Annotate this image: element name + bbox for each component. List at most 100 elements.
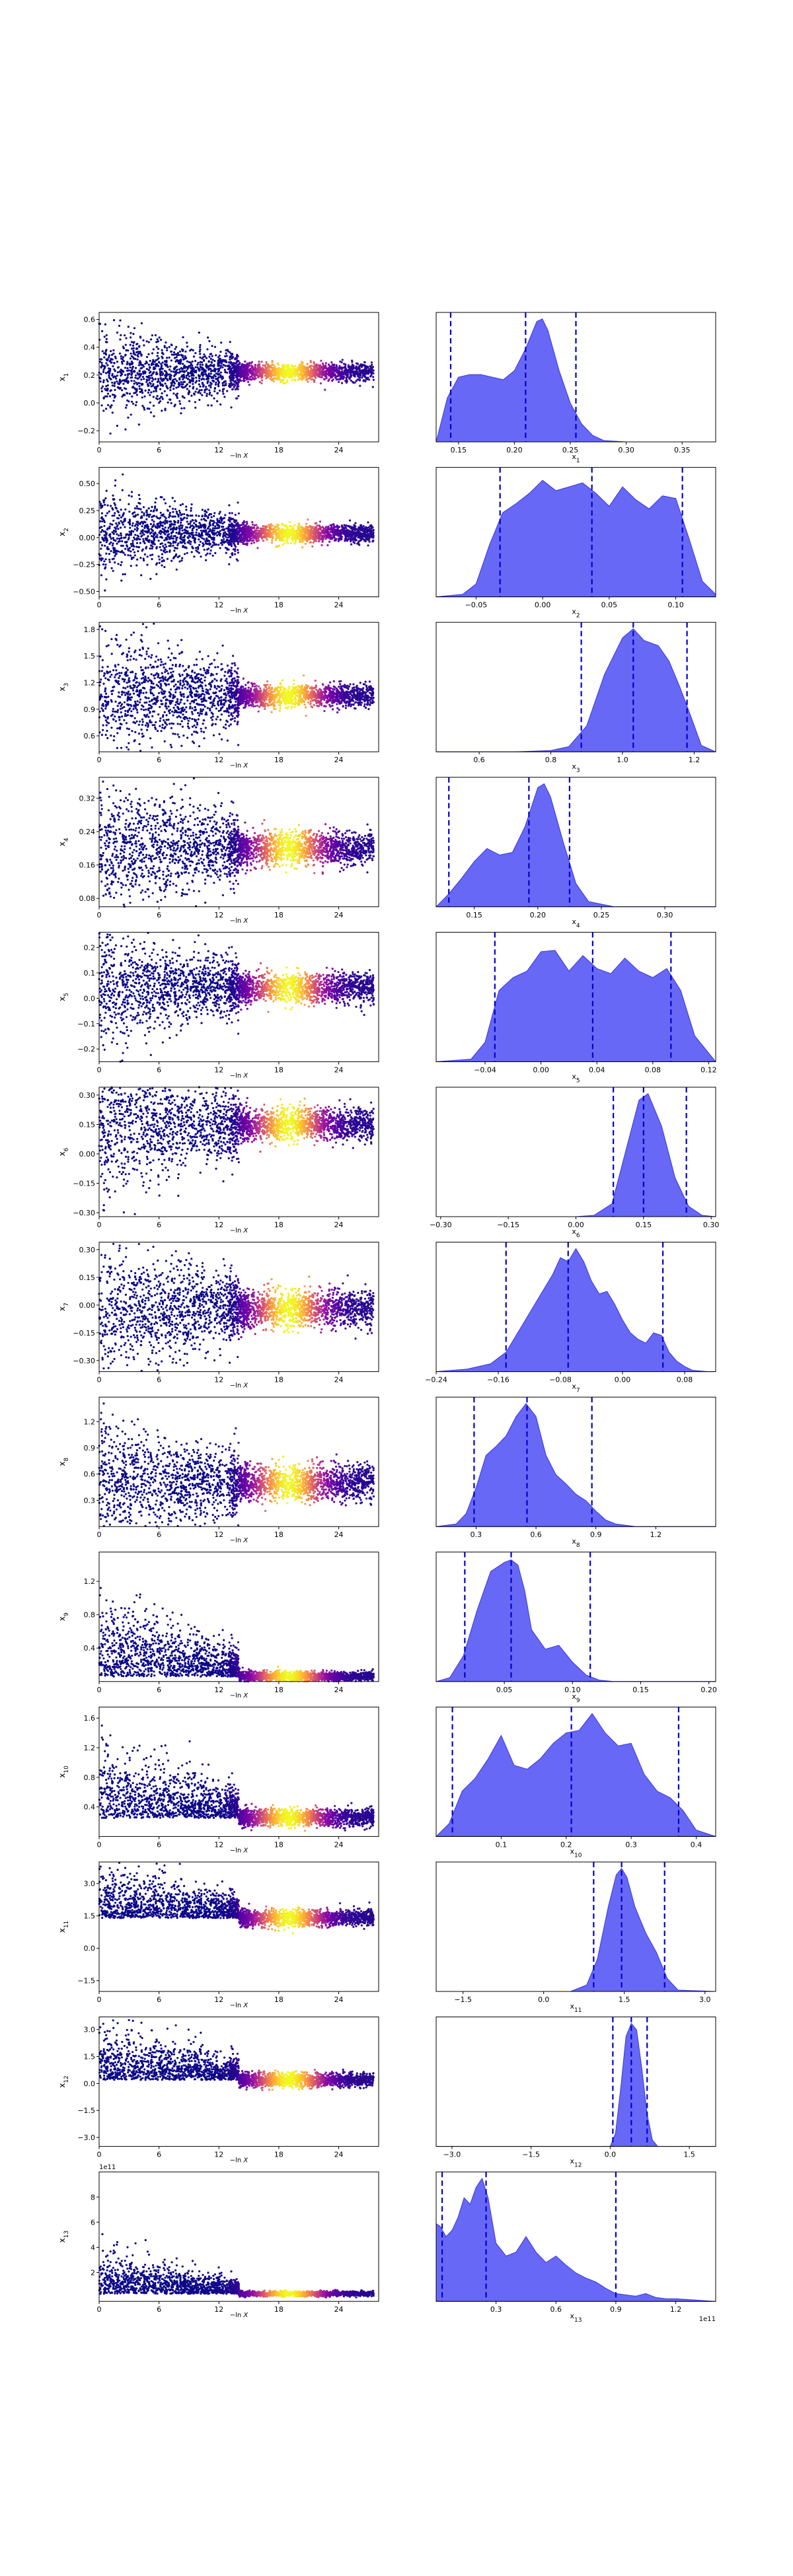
- trace-point: [137, 355, 139, 357]
- trace-point: [132, 356, 134, 358]
- trace-point: [229, 383, 231, 385]
- trace-point: [313, 379, 315, 381]
- trace-point: [122, 474, 124, 476]
- trace-point: [156, 346, 158, 348]
- trace-point: [169, 542, 171, 544]
- trace-point: [129, 393, 131, 395]
- trace-point: [174, 508, 176, 510]
- trace-point: [123, 360, 125, 362]
- trace-point: [227, 542, 229, 544]
- trace-point: [100, 531, 102, 533]
- trace-point: [169, 538, 170, 540]
- trace-point: [131, 491, 133, 493]
- trace-point: [263, 372, 265, 374]
- trace-point: [298, 368, 300, 370]
- trace-point: [283, 371, 285, 373]
- trace-point: [104, 563, 106, 565]
- trace-point: [211, 369, 213, 371]
- trace-point: [298, 524, 300, 526]
- trace-point: [169, 369, 170, 371]
- trace-point: [225, 365, 227, 367]
- trace-point: [133, 382, 135, 384]
- trace-point: [217, 371, 219, 373]
- trace-point: [130, 565, 132, 567]
- trace-point: [180, 527, 182, 529]
- trace-point: [167, 510, 169, 512]
- trace-point: [223, 384, 225, 386]
- trace-point: [189, 385, 191, 387]
- trace-point: [100, 503, 102, 505]
- trace-point: [307, 536, 309, 538]
- trace-point: [161, 553, 163, 555]
- trace-point: [234, 358, 236, 360]
- trace-point: [114, 512, 116, 514]
- trace-point: [359, 372, 361, 374]
- trace-point: [118, 515, 120, 517]
- trace-point: [231, 554, 233, 555]
- trace-point: [153, 396, 155, 398]
- trace-point: [153, 368, 155, 370]
- trace-point: [139, 388, 141, 390]
- trace-point: [281, 529, 283, 531]
- trace-point: [299, 378, 301, 380]
- trace-point: [208, 361, 209, 363]
- trace-point: [124, 548, 126, 550]
- trace-point: [198, 377, 200, 379]
- trace-point: [209, 392, 211, 394]
- trace-point: [303, 374, 305, 376]
- trace-point: [161, 365, 163, 367]
- trace-point: [244, 538, 246, 540]
- trace-point: [119, 320, 121, 322]
- trace-point: [186, 383, 188, 385]
- trace-point: [178, 384, 180, 386]
- trace-point: [215, 382, 217, 384]
- trace-point: [225, 352, 227, 354]
- trace-point: [335, 530, 337, 532]
- trace-point: [213, 390, 215, 392]
- trace-point: [146, 564, 148, 566]
- trace-point: [214, 346, 216, 348]
- trace-point: [338, 526, 340, 528]
- trace-point: [357, 536, 359, 538]
- trace-point: [210, 358, 212, 360]
- trace-point: [186, 361, 188, 363]
- trace-point: [250, 526, 252, 528]
- trace-point: [144, 525, 146, 527]
- trace-point: [299, 539, 301, 541]
- trace-point: [336, 364, 338, 366]
- trace-point: [274, 526, 276, 528]
- trace-point: [147, 555, 149, 557]
- trace-point: [104, 396, 106, 398]
- trace-point: [108, 367, 110, 369]
- trace-point: [103, 356, 105, 358]
- trace-point: [137, 536, 139, 538]
- trace-point: [173, 384, 175, 386]
- trace-point: [177, 514, 179, 516]
- trace-point: [235, 514, 237, 516]
- trace-point: [153, 515, 155, 517]
- trace-point: [243, 364, 245, 366]
- trace-point: [195, 547, 197, 549]
- trace-point: [292, 528, 294, 530]
- trace-point: [118, 383, 120, 385]
- trace-point: [157, 338, 159, 340]
- trace-point: [125, 542, 127, 544]
- trace-point: [208, 340, 210, 342]
- trace-point: [339, 374, 341, 376]
- trace-point: [250, 529, 252, 531]
- trace-point: [180, 504, 182, 506]
- trace-point: [114, 555, 116, 557]
- trace-point: [334, 540, 336, 542]
- trace-point: [180, 524, 182, 526]
- trace-point: [188, 523, 190, 525]
- trace-point: [301, 546, 303, 548]
- trace-point: [205, 386, 207, 388]
- trace-point: [135, 546, 137, 548]
- trace-point: [105, 408, 107, 410]
- trace-point: [112, 499, 114, 501]
- x-tick-label: 12: [214, 446, 223, 454]
- trace-point: [367, 532, 369, 534]
- trace-point: [199, 386, 201, 388]
- trace-point: [148, 516, 150, 518]
- trace-point: [161, 349, 163, 351]
